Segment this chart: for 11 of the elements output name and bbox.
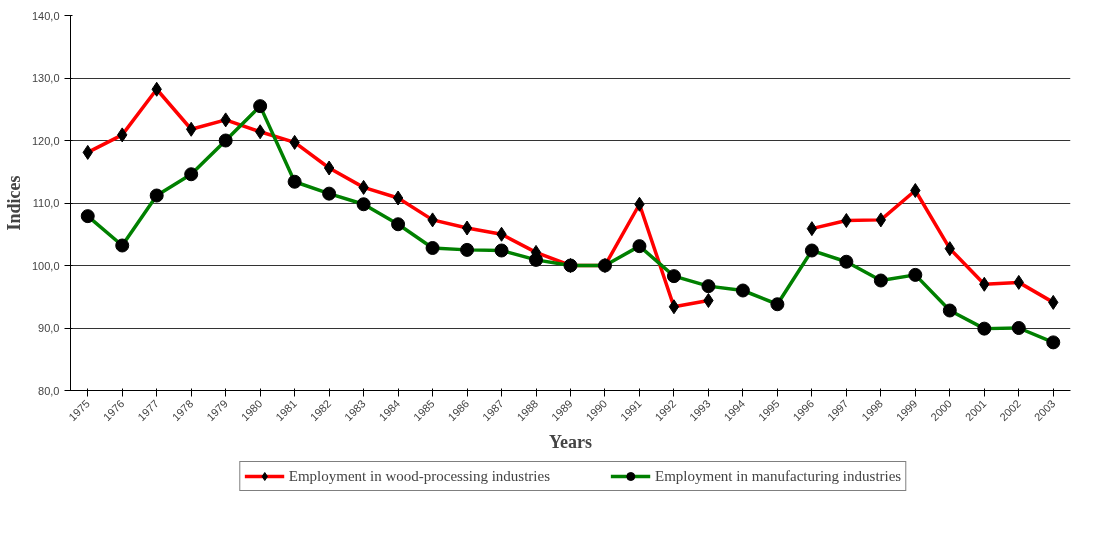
y-tick-label: 100,0 <box>31 259 60 272</box>
y-tick-label: 80,0 <box>38 384 60 397</box>
y-tick-label: 110,0 <box>32 197 60 209</box>
y-tick-label: 140,0 <box>31 9 60 22</box>
x-axis-title: Years <box>549 432 593 453</box>
legend-label: Employment in wood-processing industries <box>288 467 550 485</box>
y-tick-label: 130,0 <box>31 72 60 84</box>
y-tick-label: 120,0 <box>31 134 60 147</box>
legend-label: Employment in manufacturing industries <box>655 467 902 485</box>
y-tick-label: 90,0 <box>38 322 60 334</box>
y-axis-title: Indices <box>3 175 24 231</box>
